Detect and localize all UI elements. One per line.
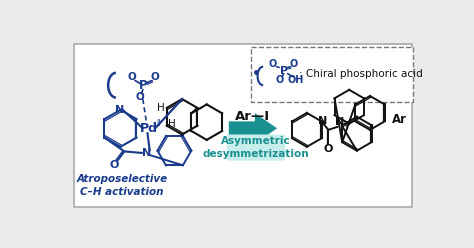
Text: H: H [157,103,164,113]
Bar [251,47,413,102]
Text: : Chiral phosphoric acid: : Chiral phosphoric acid [299,69,423,79]
FancyArrowPatch shape [229,113,277,144]
Text: OH: OH [287,75,303,85]
FancyBboxPatch shape [227,134,285,161]
Text: N: N [115,105,124,115]
Text: O: O [276,75,284,85]
Text: H: H [167,119,175,129]
Text: O: O [150,72,159,83]
Text: Atroposelective
C–H activation: Atroposelective C–H activation [76,174,168,197]
Text: O: O [136,92,144,102]
Text: Pd: Pd [140,122,158,135]
Text: P: P [139,79,148,93]
Text: O: O [109,159,119,170]
Text: O: O [128,72,137,83]
Text: H: H [341,121,348,131]
Text: Ar: Ar [392,113,407,126]
Text: Ar—I: Ar—I [236,110,271,123]
Text: N: N [319,116,328,126]
Text: N: N [335,117,344,127]
Text: O: O [290,60,298,69]
Text: Asymmetric
desymmetrization: Asymmetric desymmetrization [203,136,310,159]
Text: II: II [156,119,161,128]
Text: O: O [269,60,277,69]
Bar [74,44,411,207]
Text: P: P [280,65,288,76]
Text: N: N [142,148,151,158]
Text: O: O [324,144,333,154]
